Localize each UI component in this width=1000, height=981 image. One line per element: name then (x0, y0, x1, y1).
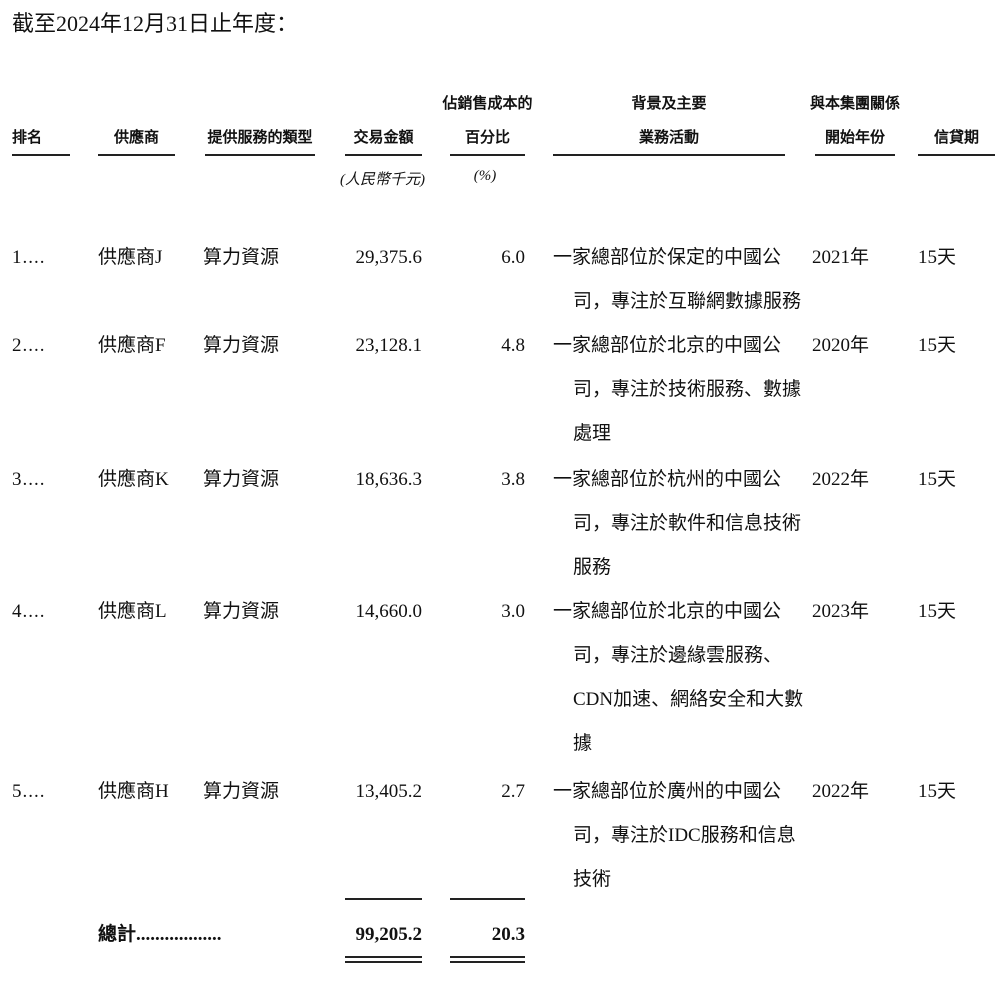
header-rule (553, 154, 785, 156)
rank-cell: 4.... (12, 601, 46, 622)
header-rule (918, 154, 995, 156)
header-credit: 信貸期 (933, 128, 979, 146)
total-amount: 99,205.2 (355, 924, 423, 945)
year-cell: 2022年 (812, 469, 870, 490)
amount-cell: 14,660.0 (355, 601, 423, 622)
supplier-cell: 供應商L (98, 601, 167, 622)
supplier-cell: 供應商H (98, 781, 169, 802)
amount-cell: 18,636.3 (355, 469, 423, 490)
double-rule (450, 961, 525, 963)
rank-cell: 3.... (12, 469, 46, 490)
total-pct: 20.3 (491, 924, 525, 945)
credit-cell: 15天 (918, 601, 957, 622)
unit-pct: (%) (473, 168, 497, 184)
service-type-cell: 算力資源 (203, 247, 280, 268)
credit-cell: 15天 (918, 469, 957, 490)
pct-cell: 3.0 (501, 601, 525, 622)
header-rule (98, 154, 175, 156)
background-line: 服務 (573, 557, 612, 578)
pct-cell: 4.8 (501, 335, 525, 356)
background-line: 司，專注於IDC服務和信息 (573, 825, 796, 846)
credit-cell: 15天 (918, 781, 957, 802)
background-cell: 一家總部位於北京的中國公司，專注於技術服務、數據 處理 (553, 324, 801, 456)
background-cell: 一家總部位於廣州的中國公司，專注於IDC服務和信息 技術 (553, 770, 796, 902)
background-line: 據 (573, 733, 593, 754)
background-line: 一家總部位於廣州的中國公 (553, 781, 782, 802)
supplier-cell: 供應商F (98, 335, 166, 356)
unit-amount: (人民幣千元) (340, 172, 425, 188)
background-line: 司，專注於互聯網數據服務 (573, 291, 802, 312)
header-rule (815, 154, 895, 156)
header-pct-line2: 百分比 (464, 128, 510, 146)
year-cell: 2023年 (812, 601, 870, 622)
service-type-cell: 算力資源 (203, 781, 280, 802)
service-type-cell: 算力資源 (203, 335, 280, 356)
supplier-cell: 供應商K (98, 469, 169, 490)
header-amount: 交易金額 (353, 128, 414, 146)
service-type-cell: 算力資源 (203, 469, 280, 490)
background-cell: 一家總部位於杭州的中國公司，專注於軟件和信息技術 服務 (553, 458, 801, 590)
pct-cell: 6.0 (501, 247, 525, 268)
table-caption: 截至2024年12月31日止年度： (12, 11, 299, 36)
header-year-line2: 開始年份 (824, 128, 885, 146)
supplier-cell: 供應商J (98, 247, 163, 268)
amount-cell: 13,405.2 (355, 781, 423, 802)
background-line: 技術 (573, 869, 612, 890)
subtotal-rule (345, 898, 422, 900)
header-rule (345, 154, 422, 156)
background-line: 司，專注於技術服務、數據 (573, 379, 802, 400)
background-cell: 一家總部位於北京的中國公司，專注於邊緣雲服務、 CDN加速、網絡安全和大數據 (553, 590, 803, 766)
background-line: 一家總部位於北京的中國公 (553, 335, 782, 356)
amount-cell: 29,375.6 (355, 247, 423, 268)
pct-cell: 2.7 (501, 781, 525, 802)
rank-cell: 5.... (12, 781, 46, 802)
double-rule (450, 956, 525, 958)
background-line: 一家總部位於北京的中國公 (553, 601, 782, 622)
pct-cell: 3.8 (501, 469, 525, 490)
rank-cell: 1.... (12, 247, 46, 268)
background-cell: 一家總部位於保定的中國公司，專注於互聯網數據服務 (553, 236, 801, 324)
credit-cell: 15天 (918, 247, 957, 268)
rank-cell: 2.... (12, 335, 46, 356)
background-line: CDN加速、網絡安全和大數 (573, 689, 804, 710)
header-pct-line1: 佔銷售成本的 (442, 94, 533, 112)
header-service-type: 提供服務的類型 (207, 128, 313, 146)
double-rule (345, 961, 422, 963)
header-rule (12, 154, 70, 156)
header-supplier: 供應商 (113, 128, 159, 146)
header-rank: 排名 (12, 128, 43, 146)
year-cell: 2021年 (812, 247, 870, 268)
background-line: 一家總部位於保定的中國公 (553, 247, 782, 268)
header-rule (205, 154, 315, 156)
double-rule (345, 956, 422, 958)
background-line: 司，專注於軟件和信息技術 (573, 513, 802, 534)
amount-cell: 23,128.1 (355, 335, 423, 356)
header-background-line2: 業務活動 (638, 128, 699, 146)
background-line: 處理 (573, 423, 612, 444)
header-rule (450, 154, 525, 156)
total-label: 總計.................. (98, 924, 222, 945)
credit-cell: 15天 (918, 335, 957, 356)
service-type-cell: 算力資源 (203, 601, 280, 622)
background-line: 司，專注於邊緣雲服務、 (573, 645, 783, 666)
subtotal-rule (450, 898, 525, 900)
header-year-line1: 與本集團關係 (809, 94, 900, 112)
header-background-line1: 背景及主要 (631, 94, 707, 112)
year-cell: 2020年 (812, 335, 870, 356)
year-cell: 2022年 (812, 781, 870, 802)
background-line: 一家總部位於杭州的中國公 (553, 469, 782, 490)
